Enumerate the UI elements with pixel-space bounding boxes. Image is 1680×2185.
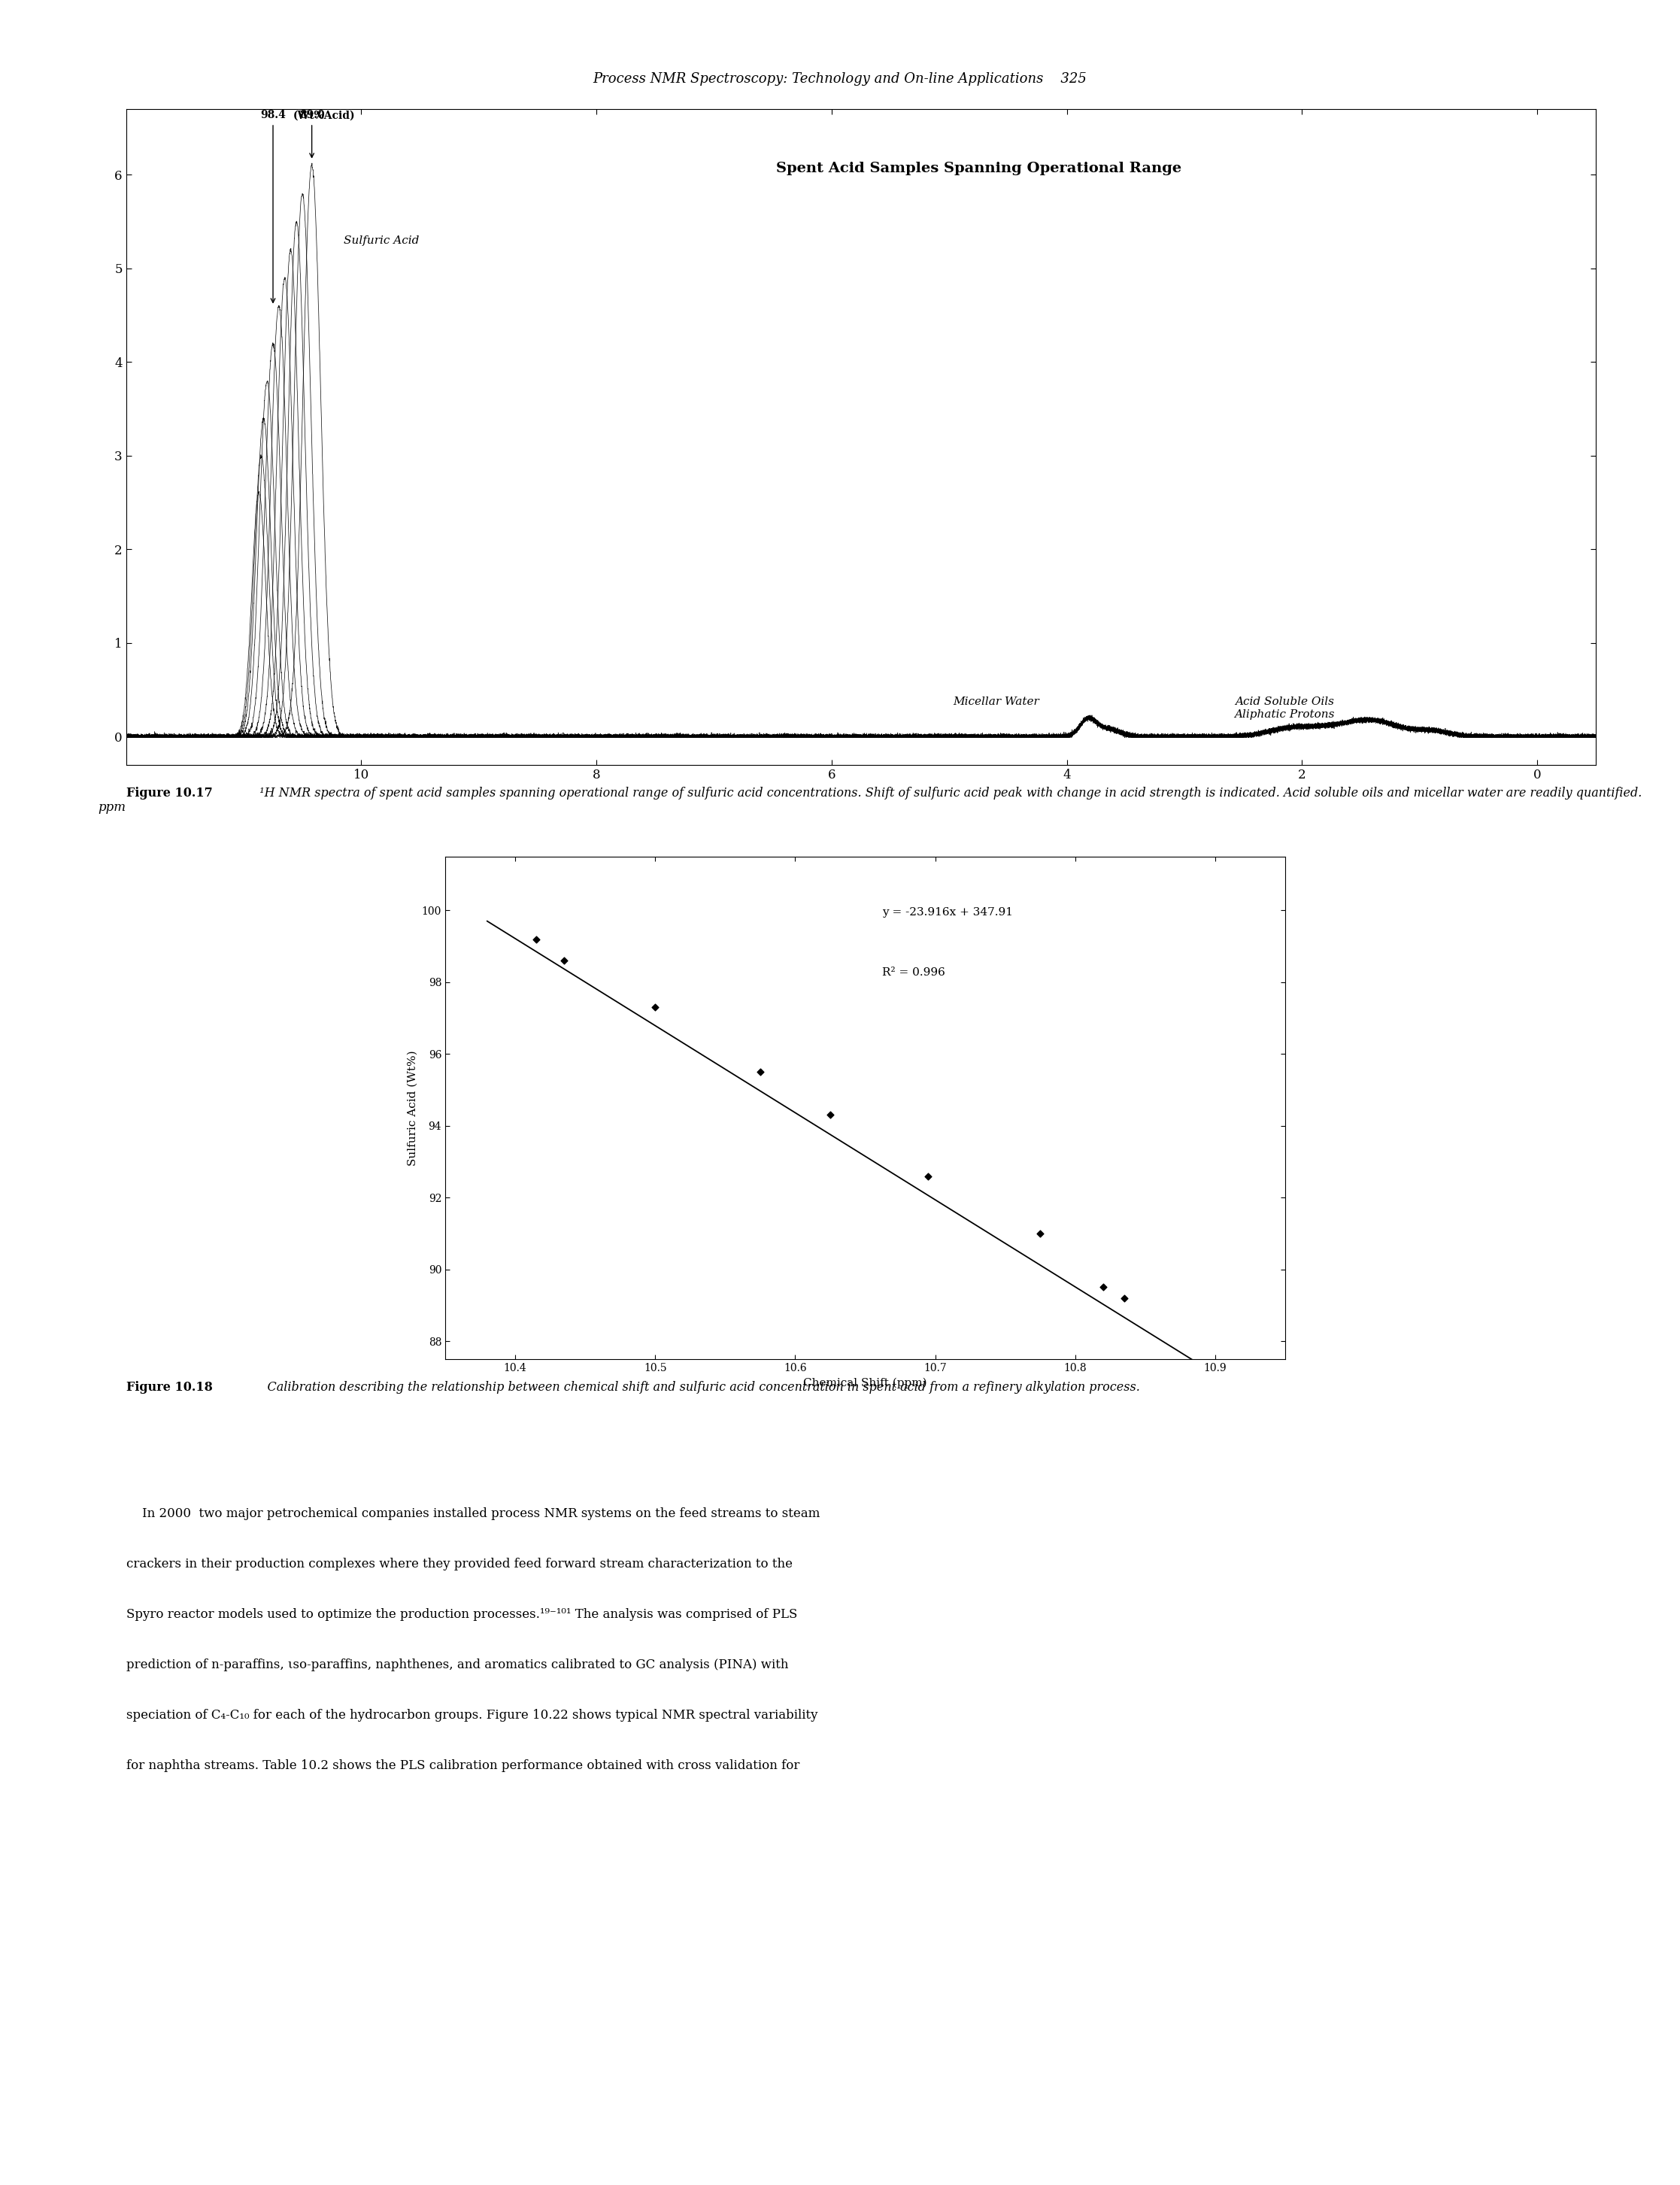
Point: [551, 944, 578, 979]
Text: speciation of C₄-C₁₀ for each of the hydrocarbon groups. Figure 10.22 shows typi: speciation of C₄-C₁₀ for each of the hyd…: [126, 1709, 818, 1722]
Text: Process NMR Spectroscopy: Technology and On-line Applications    325: Process NMR Spectroscopy: Technology and…: [593, 72, 1087, 85]
X-axis label: Chemical Shift (ppm): Chemical Shift (ppm): [803, 1377, 927, 1387]
Text: (Wt%Acid): (Wt%Acid): [292, 109, 354, 120]
Text: R² = 0.996: R² = 0.996: [882, 968, 946, 977]
Text: prediction of n-paraffins, ιso-paraffins, naphthenes, and aromatics calibrated t: prediction of n-paraffins, ιso-paraffins…: [126, 1658, 788, 1672]
Text: Calibration describing the relationship between chemical shift and sulfuric acid: Calibration describing the relationship …: [252, 1381, 1141, 1394]
Point: [1026, 1217, 1053, 1252]
Point: [522, 922, 549, 957]
Text: ppm: ppm: [97, 800, 126, 813]
Text: In 2000  two major petrochemical companies installed process NMR systems on the : In 2000 two major petrochemical companie…: [126, 1508, 820, 1521]
Point: [642, 990, 669, 1025]
Text: 98.4: 98.4: [260, 109, 286, 120]
Text: crackers in their production complexes where they provided feed forward stream c: crackers in their production complexes w…: [126, 1558, 793, 1571]
Text: Acid Soluble Oils: Acid Soluble Oils: [1235, 697, 1334, 706]
Text: 89.0: 89.0: [299, 109, 324, 120]
Point: [1110, 1280, 1137, 1315]
Y-axis label: Sulfuric Acid (Wt%): Sulfuric Acid (Wt%): [407, 1051, 418, 1165]
Point: [1090, 1269, 1117, 1304]
Text: ¹H NMR spectra of spent acid samples spanning operational range of sulfuric acid: ¹H NMR spectra of spent acid samples spa…: [252, 787, 1641, 800]
Text: Spent Acid Samples Spanning Operational Range: Spent Acid Samples Spanning Operational …: [776, 162, 1181, 175]
Text: Aliphatic Protons: Aliphatic Protons: [1235, 710, 1334, 719]
Text: Sulfuric Acid: Sulfuric Acid: [343, 236, 418, 245]
Point: [816, 1097, 843, 1132]
Text: for naphtha streams. Table 10.2 shows the PLS calibration performance obtained w: for naphtha streams. Table 10.2 shows th…: [126, 1759, 800, 1772]
Point: [746, 1055, 773, 1090]
Text: Figure 10.17: Figure 10.17: [126, 787, 212, 800]
Text: Micellar Water: Micellar Water: [953, 697, 1040, 706]
Text: Spyro reactor models used to optimize the production processes.¹⁹⁻¹⁰¹ The analys: Spyro reactor models used to optimize th…: [126, 1608, 796, 1621]
Point: [914, 1158, 941, 1193]
Text: Figure 10.18: Figure 10.18: [126, 1381, 212, 1394]
Text: y = -23.916x + 347.91: y = -23.916x + 347.91: [882, 907, 1013, 918]
